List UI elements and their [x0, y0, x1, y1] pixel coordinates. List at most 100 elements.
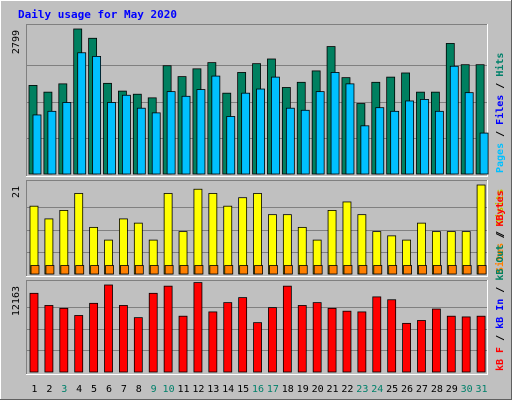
bar-files	[420, 99, 429, 175]
bar-files	[434, 110, 444, 175]
day-label: 5	[91, 384, 97, 395]
bar-kbytes	[431, 308, 441, 373]
legend-entry: Pages	[495, 143, 506, 173]
bar-visits	[282, 214, 292, 275]
scale-label: 2799	[11, 30, 22, 54]
day-label: 2	[46, 384, 52, 395]
day-label: 29	[446, 384, 458, 395]
day-label: 17	[267, 384, 279, 395]
bar-sites	[45, 265, 55, 275]
bar-sites	[328, 265, 338, 275]
bar-visits	[342, 201, 352, 275]
bar-sites	[269, 265, 278, 275]
bar-visits	[208, 193, 218, 275]
day-label: 13	[207, 384, 219, 395]
bar-kbytes	[387, 299, 397, 373]
bar-files	[77, 52, 87, 175]
scale-label: 12163	[11, 286, 22, 316]
bar-files	[241, 92, 251, 175]
day-label: 25	[386, 384, 398, 395]
bar-files	[271, 76, 280, 175]
day-label: 8	[136, 384, 142, 395]
bar-sites	[30, 265, 40, 275]
bar-files	[107, 102, 116, 175]
bar-files	[92, 56, 102, 175]
bar-files	[226, 116, 236, 175]
bar-files	[449, 65, 459, 175]
bar-sites	[403, 265, 412, 275]
bar-sites	[254, 265, 263, 275]
bar-sites	[134, 265, 144, 275]
bar-visits	[253, 193, 262, 275]
bar-files	[360, 125, 370, 175]
bar-kbytes	[417, 320, 426, 373]
scale-label: 21	[11, 186, 22, 198]
day-label: 22	[341, 384, 353, 395]
bar-visits	[59, 210, 69, 275]
legend-separator: /	[495, 225, 506, 243]
bar-kbytes	[297, 305, 307, 373]
legend-separator: /	[495, 77, 506, 95]
bar-sites	[120, 265, 129, 275]
bar-files	[390, 110, 400, 175]
bar-kbytes	[163, 285, 173, 373]
bar-kbytes	[193, 282, 203, 373]
bar-sites	[462, 265, 472, 275]
day-label: 4	[76, 384, 82, 395]
bar-visits	[327, 210, 337, 275]
legend-separator: /	[495, 125, 506, 143]
bar-files	[122, 94, 131, 175]
bar-kbytes	[402, 322, 411, 373]
bar-sites	[313, 265, 323, 275]
day-label: 9	[151, 384, 157, 395]
panel-kbytes: 12163 kB F / kB In / kB Out / KBytes	[11, 190, 506, 375]
bar-sites	[209, 265, 219, 275]
bar-files	[479, 132, 489, 175]
bar-sites	[447, 265, 457, 275]
day-label: 1	[31, 384, 37, 395]
bar-visits	[357, 214, 367, 275]
bar-sites	[224, 265, 234, 275]
bar-files	[151, 112, 161, 175]
legend-entry: Visits	[494, 189, 506, 225]
bar-kbytes	[119, 305, 128, 373]
bar-files	[375, 107, 385, 175]
day-label: 21	[326, 384, 338, 395]
bar-visits	[268, 214, 277, 275]
day-label: 26	[401, 384, 413, 395]
bar-sites	[239, 265, 249, 275]
bar-kbytes	[327, 307, 337, 373]
panel-hits-files-pages: 2799 Pages / Files / Hits	[11, 24, 506, 177]
bar-kbytes	[476, 315, 486, 373]
bar-sites	[149, 265, 159, 275]
bar-sites	[388, 265, 398, 275]
bar-kbytes	[372, 296, 382, 373]
day-label: 19	[297, 384, 309, 395]
panel-legend: Sites / Visits	[494, 189, 506, 273]
bar-files	[345, 83, 355, 175]
bar-kbytes	[282, 285, 292, 373]
bar-kbytes	[178, 315, 188, 373]
bar-kbytes	[357, 311, 367, 373]
bar-visits	[74, 193, 84, 275]
bar-kbytes	[238, 297, 248, 373]
bar-files	[256, 88, 265, 175]
bar-kbytes	[208, 311, 218, 373]
day-label: 16	[252, 384, 264, 395]
bar-kbytes	[253, 322, 262, 373]
bar-sites	[105, 265, 114, 275]
bar-kbytes	[148, 292, 158, 373]
chart-title: Daily usage for May 2020	[18, 8, 177, 21]
day-label: 14	[222, 384, 234, 395]
bar-sites	[358, 265, 368, 275]
bar-kbytes	[59, 307, 69, 373]
day-label: 27	[416, 384, 428, 395]
legend-separator: /	[495, 226, 506, 244]
panel-visits-sites: 21 Sites / Visits	[11, 180, 506, 277]
legend-separator: /	[495, 281, 506, 299]
day-label: 30	[461, 384, 473, 395]
bar-files	[315, 91, 325, 175]
bar-visits	[238, 197, 248, 275]
day-label: 12	[192, 384, 204, 395]
day-label: 20	[312, 384, 324, 395]
